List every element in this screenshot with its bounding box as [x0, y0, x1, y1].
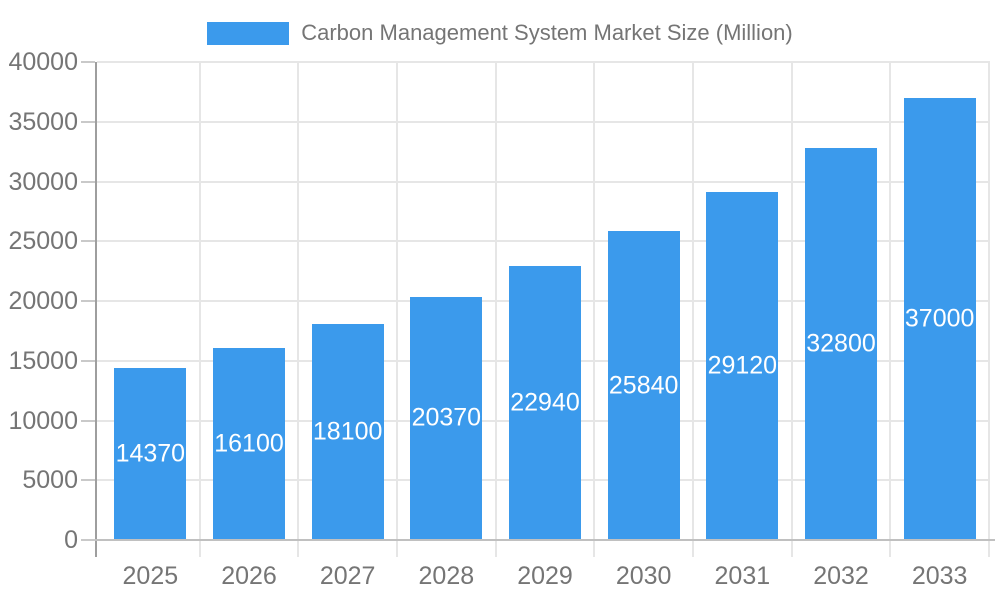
x-axis-label: 2025 [122, 562, 179, 590]
bar-value-label: 20370 [411, 403, 482, 432]
bar[interactable]: 16100 [213, 347, 285, 540]
y-axis-label: 30000 [8, 167, 78, 196]
bar-value-label: 32800 [806, 329, 876, 358]
x-axis-label: 2026 [221, 562, 277, 590]
bar[interactable]: 20370 [410, 296, 483, 540]
x-gridline [494, 62, 497, 557]
y-axis-line [95, 62, 97, 557]
x-gridline [593, 62, 596, 557]
bar-value-label: 25840 [608, 371, 679, 400]
x-axis-label: 2030 [615, 562, 672, 590]
legend-swatch [207, 21, 290, 45]
bar-value-label: 22940 [510, 388, 580, 417]
legend[interactable]: Carbon Management System Market Size (Mi… [0, 20, 1000, 46]
bar[interactable]: 32800 [805, 148, 877, 540]
y-tick [81, 539, 95, 541]
x-axis-line [95, 539, 995, 541]
legend-title: Carbon Management System Market Size (Mi… [301, 20, 793, 45]
bar-value-label: 16100 [214, 429, 284, 458]
x-gridline [198, 62, 201, 557]
bar[interactable]: 18100 [311, 323, 384, 540]
x-gridline [790, 62, 793, 557]
x-axis-label: 2033 [911, 562, 968, 590]
y-tick [81, 240, 95, 243]
bar-value-label: 37000 [904, 304, 975, 333]
x-axis-label: 2028 [418, 562, 475, 590]
y-axis-label: 35000 [8, 107, 78, 136]
bar[interactable]: 37000 [903, 97, 976, 540]
y-tick [81, 300, 95, 302]
y-axis-label: 25000 [8, 227, 78, 256]
bar-value-label: 14370 [115, 439, 186, 468]
y-gridline [97, 120, 990, 123]
bar[interactable]: 14370 [114, 368, 187, 540]
x-axis-label: 2031 [714, 562, 771, 590]
x-gridline [988, 62, 990, 557]
x-axis-label: 2027 [319, 562, 376, 590]
y-tick [81, 180, 95, 183]
bar[interactable]: 22940 [509, 265, 581, 540]
y-tick [81, 479, 95, 482]
y-axis-label: 20000 [8, 287, 78, 315]
y-axis-label: 40000 [8, 48, 78, 76]
bar[interactable]: 25840 [607, 231, 680, 540]
bar-value-label: 29120 [707, 351, 778, 380]
y-axis-label: 0 [64, 526, 78, 554]
y-axis-label: 10000 [8, 406, 78, 435]
y-tick [81, 419, 95, 422]
bar-value-label: 18100 [312, 417, 383, 446]
y-gridline [97, 61, 990, 63]
x-axis-label: 2029 [517, 562, 573, 590]
y-tick [81, 120, 95, 123]
x-gridline [396, 62, 398, 557]
y-gridline [97, 180, 990, 183]
bar[interactable]: 29120 [706, 192, 779, 540]
y-axis-label: 15000 [8, 346, 78, 375]
y-tick [81, 359, 95, 362]
y-tick [81, 61, 95, 63]
y-axis-label: 5000 [22, 466, 78, 495]
y-gridline [97, 240, 990, 243]
x-gridline [692, 62, 694, 557]
x-gridline [889, 62, 892, 557]
x-axis-label: 2032 [813, 562, 869, 590]
x-gridline [297, 62, 300, 557]
